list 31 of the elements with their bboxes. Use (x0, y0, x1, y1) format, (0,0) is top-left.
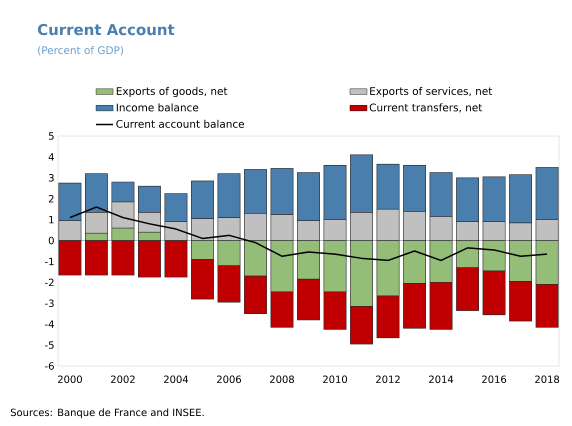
x-tick-label: 2000 (58, 376, 82, 384)
line-series (69, 206, 548, 262)
x-tick-label: 2002 (111, 376, 135, 384)
y-tick-label: 1 (49, 216, 54, 224)
y-tick-label: 2 (48, 195, 54, 202)
y-tick-label: 0 (48, 236, 54, 244)
legend-label: Current transfers, net (370, 103, 482, 113)
chart-subtitle: (Percent of GDP) (38, 46, 124, 56)
y-tick-label: -2 (45, 278, 54, 286)
y-tick-label: -3 (45, 299, 54, 308)
y-tick-label: -5 (45, 341, 54, 349)
y-tick-label: 5 (48, 132, 54, 140)
x-tick-label: 2014 (429, 376, 454, 384)
x-tick-label: 2012 (376, 376, 400, 384)
y-tick-label: 3 (48, 174, 54, 182)
x-tick-label: 2004 (164, 376, 188, 384)
legend-label: Current account balance (116, 120, 244, 128)
x-tick-label: 2008 (270, 376, 294, 384)
chart-title: Current Account (38, 24, 174, 36)
x-tick-label: 2018 (535, 376, 560, 384)
y-tick-label: -6 (45, 362, 54, 370)
x-tick-label: 2016 (482, 376, 506, 384)
y-tick-label: -1 (45, 258, 54, 266)
source-note: Sources: Banque de France and INSEE. (10, 408, 204, 418)
y-tick-label: -4 (45, 320, 54, 328)
y-tick-label: 4 (48, 153, 54, 161)
x-tick-label: 2010 (323, 376, 348, 384)
legend-label: Income balance (116, 103, 198, 112)
legend-label: Exports of services, net (370, 86, 492, 98)
x-tick-label: 2006 (217, 376, 242, 384)
legend-label: Exports of goods, net (116, 86, 228, 98)
